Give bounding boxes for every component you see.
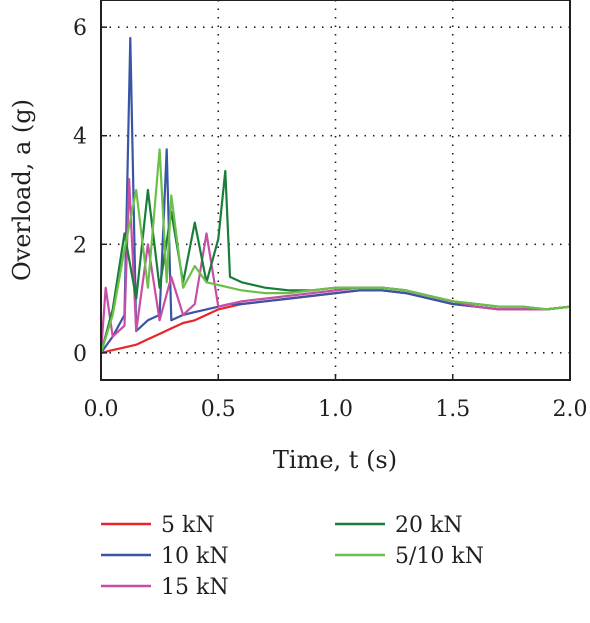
x-tick-label-0: 0.0 — [84, 397, 119, 422]
x-tick-label-2: 1.0 — [318, 397, 353, 422]
y-tick-label-2: 4 — [73, 125, 87, 150]
x-tick-label-1: 0.5 — [201, 397, 236, 422]
legend-label-1: 10 kN — [161, 544, 229, 569]
y-axis-title: Overload, a (g) — [8, 99, 36, 281]
y-tick-label-1: 2 — [73, 233, 87, 258]
legend-label-4: 5/10 kN — [395, 544, 484, 569]
legend-label-0: 5 kN — [161, 513, 215, 538]
series-line-1 — [100, 36, 571, 354]
legend-label-3: 20 kN — [395, 513, 463, 538]
legend-label-2: 15 kN — [161, 575, 229, 600]
x-axis-title: Time, t (s) — [273, 446, 397, 474]
y-tick-label-0: 0 — [73, 342, 87, 367]
x-tick-label-3: 1.5 — [435, 397, 470, 422]
legend: 5 kN 10 kN 15 kN 20 kN 5/10 kN — [101, 513, 484, 600]
axis-ticks: 0.0 0.5 1.0 1.5 2.0 0 2 4 6 — [73, 16, 588, 422]
x-tick-label-4: 2.0 — [553, 397, 588, 422]
series-line-4 — [99, 148, 571, 354]
series-lines — [99, 36, 571, 354]
y-tick-label-3: 6 — [73, 16, 87, 41]
